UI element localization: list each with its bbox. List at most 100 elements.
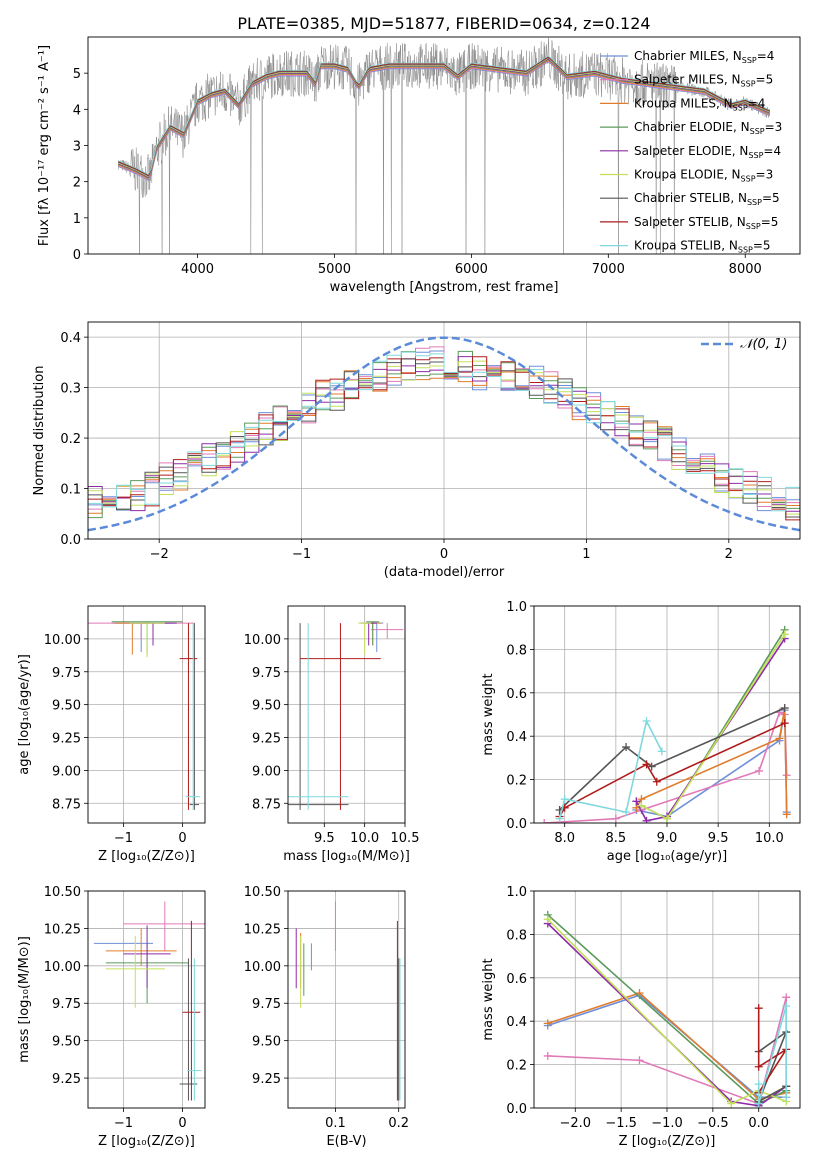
x-tick-label: 6000 xyxy=(455,262,488,277)
series-marker xyxy=(622,808,631,817)
y-tick-label: 0.6 xyxy=(506,972,527,987)
figure-title: PLATE=0385, MJD=51877, FIBERID=0634, z=0… xyxy=(237,14,650,33)
y-axis-label: mass weight xyxy=(481,958,496,1040)
legend-label: Salpeter ELODIE, NSSP=4 xyxy=(634,144,781,160)
axes-frame xyxy=(87,321,801,540)
axes-frame xyxy=(87,36,801,255)
series-marker xyxy=(543,915,552,924)
x-axis-label: wavelength [Angstrom, rest frame] xyxy=(330,280,559,295)
model-line xyxy=(117,61,771,181)
axes-frame xyxy=(287,890,406,1109)
series-marker xyxy=(782,1093,791,1102)
series-marker xyxy=(635,988,644,997)
y-tick-label: 2 xyxy=(73,176,81,191)
legend-text: Kroupa STELIB, N xyxy=(634,239,738,253)
axes-frame xyxy=(87,605,206,824)
series-marker xyxy=(754,1099,763,1108)
x-tick-label: 10.5 xyxy=(391,831,420,846)
errorbar-point xyxy=(300,623,381,810)
x-tick-label: 0 xyxy=(178,1116,186,1131)
legend-label: Kroupa STELIB, NSSP=5 xyxy=(634,239,771,255)
errorbar-point xyxy=(358,622,372,655)
y-tick-label: 9.50 xyxy=(252,1035,281,1050)
x-tick-label: 8.0 xyxy=(554,831,575,846)
errorbar-point xyxy=(360,622,377,646)
y-tick-label: 9.25 xyxy=(252,732,281,747)
model-line xyxy=(117,59,771,180)
y-tick-label: 0.4 xyxy=(506,1015,527,1030)
y-tick-label: 1 xyxy=(73,212,81,227)
x-tick-label: 0.0 xyxy=(748,1116,769,1131)
series-marker xyxy=(540,819,549,823)
errorbar-point xyxy=(88,622,195,639)
legend-text: Kroupa MILES, N xyxy=(634,96,733,110)
legend-tail: =5 xyxy=(753,239,771,253)
series-marker xyxy=(754,1080,763,1089)
errorbar-point xyxy=(288,623,349,810)
legend-label: Kroupa MILES, NSSP=4 xyxy=(634,96,765,112)
legend-subscript: SSP xyxy=(748,151,763,160)
legend-label: Chabrier STELIB, NSSP=5 xyxy=(634,191,780,207)
y-tick-label: 0 xyxy=(73,248,81,263)
plot-area-age-vs-mass xyxy=(288,621,404,810)
plot-area-mass-weight-vs-age xyxy=(540,625,791,823)
errorbar-point xyxy=(129,622,165,658)
panel-residuals: −2 −1 0 1 2 0.0 0.1 0.2 0.3 0.4 (data-model)/error… xyxy=(32,321,801,580)
legend-tail: =5 xyxy=(761,215,779,229)
plot-area-age-vs-Z xyxy=(88,621,201,810)
legend-subscript: SSP xyxy=(747,198,762,207)
y-tick-label: 1.0 xyxy=(506,600,527,615)
legend-text: Chabrier MILES, N xyxy=(634,49,742,63)
series-marker xyxy=(622,743,631,752)
y-tick-label: 10.25 xyxy=(244,922,281,937)
series-marker xyxy=(543,1019,552,1028)
x-axis-label: (data-model)/error xyxy=(384,565,505,580)
series-marker xyxy=(782,993,791,1002)
y-tick-label: 10.00 xyxy=(44,633,81,648)
legend-tail: =4 xyxy=(763,144,781,158)
legend-text: Salpeter STELIB, N xyxy=(634,215,746,229)
series-marker xyxy=(775,734,784,743)
legend-label: Chabrier MILES, NSSP=4 xyxy=(634,49,774,65)
errorbar-point xyxy=(187,958,202,1101)
y-axis-label: Flux [fλ 10⁻¹⁷ erg cm⁻² s⁻¹ A⁻¹] xyxy=(37,45,52,246)
model-line xyxy=(117,57,771,178)
x-tick-label: 10.0 xyxy=(755,831,784,846)
legend-subscript: SSP xyxy=(742,56,757,65)
series-marker xyxy=(657,747,666,756)
panel-mass-weight-vs-Z: −2.0 −1.5 −1.0 −0.5 0.0 0.0 0.2 0.4 0.6 0.8 1.0 Z [… xyxy=(481,885,801,1149)
x-tick-label: −1.5 xyxy=(605,1116,637,1131)
x-axis-label: Z [log₁₀(Z/Z⊙)] xyxy=(98,1134,195,1149)
x-tick-label: −1 xyxy=(114,1116,133,1131)
x-axis-label: E(B-V) xyxy=(326,1134,366,1149)
legend-text: Chabrier ELODIE, N xyxy=(634,120,750,134)
x-tick-label: −1 xyxy=(292,547,311,562)
axes-frame xyxy=(533,605,801,824)
panel-age-vs-mass: 9.5 10.0 10.5 8.75 9.00 9.25 9.50 9.75 10.00 mass… xyxy=(244,605,420,864)
y-tick-label: 8.75 xyxy=(252,797,281,812)
series-line xyxy=(757,1008,787,1094)
model-line xyxy=(117,59,771,179)
legend-tail: =5 xyxy=(756,73,774,87)
x-tick-label: 10.0 xyxy=(350,831,379,846)
legend-text: Kroupa ELODIE, N xyxy=(634,168,741,182)
errorbar-point xyxy=(288,623,349,810)
plot-area-mass-weight-vs-Z xyxy=(543,910,791,1108)
errorbar-point xyxy=(123,901,205,951)
y-tick-label: 0.3 xyxy=(60,382,81,397)
x-tick-label: 0 xyxy=(178,831,186,846)
series-marker xyxy=(782,810,791,819)
y-tick-label: 4 xyxy=(73,103,81,118)
series-marker xyxy=(543,1051,552,1060)
series-line xyxy=(641,633,786,820)
legend-label: Salpeter STELIB, NSSP=5 xyxy=(634,215,778,231)
y-tick-label: 0.1 xyxy=(60,483,81,498)
histogram-step xyxy=(88,350,800,519)
x-tick-label: 2 xyxy=(725,547,733,562)
series-marker xyxy=(652,777,661,786)
series-marker xyxy=(642,816,651,823)
series-marker xyxy=(780,630,789,639)
legend-tail: =4 xyxy=(748,96,766,110)
y-tick-label: 10.50 xyxy=(44,885,81,900)
series-line xyxy=(757,1005,787,1104)
